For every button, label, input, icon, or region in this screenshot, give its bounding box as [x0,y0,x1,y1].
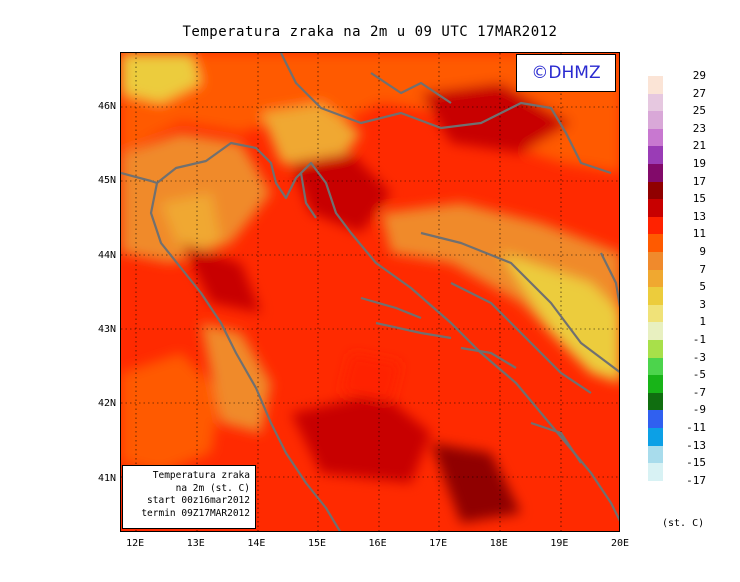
info-line-variable: Temperatura zraka [152,470,250,481]
lat-label: 42N [97,398,116,410]
legend-swatch [648,304,663,323]
legend-unit-label: (st. C) [662,518,705,529]
lat-label: 44N [97,249,116,261]
legend-label: 23 [692,121,706,135]
legend-swatch [648,93,663,112]
legend-label: 17 [692,174,706,188]
legend-swatch [648,357,663,376]
lon-label: 18E [489,538,508,549]
legend-label: 11 [692,227,706,241]
legend-label: 21 [692,139,706,153]
legend-swatch [648,322,663,340]
legend-swatch [648,340,663,358]
legend-label: 13 [692,209,706,223]
lat-label: 43N [97,324,116,336]
legend-label: -1 [692,333,706,346]
lon-label: 12E [126,538,145,549]
legend-label: 7 [699,262,706,276]
legend-swatch [648,410,663,428]
legend-label: 19 [692,157,706,170]
info-box: Temperatura zraka na 2m (st. C) start 00… [122,465,256,529]
legend-swatch [648,269,663,288]
legend-swatch [648,392,663,411]
legend-label: -9 [692,403,706,417]
legend-label: 9 [699,245,706,258]
lon-label: 15E [307,538,326,549]
temperature-field [121,53,619,531]
legend-swatch [648,375,663,393]
legend-label: 3 [699,297,706,311]
legend-swatch [648,199,663,217]
lat-label: 41N [97,472,116,484]
lon-label: 17E [429,538,448,549]
legend-swatch [648,76,663,94]
legend-label: -3 [692,350,706,364]
legend-swatch [648,181,663,200]
legend-label: 5 [699,280,706,294]
legend-swatch [648,428,663,446]
map-title: Temperatura zraka na 2m u 09 UTC 17MAR20… [182,24,558,40]
lon-label: 13E [186,538,205,549]
legend-label: -15 [686,456,706,470]
temperature-map [120,52,620,532]
legend-swatch [648,146,663,164]
lat-label: 45N [97,175,116,187]
legend-swatch [648,463,663,481]
legend-label: 15 [692,192,706,206]
copyright-label: ©DHMZ [516,54,616,92]
coastline [121,53,619,531]
legend-label: -7 [692,385,706,399]
legend-swatch [648,480,663,499]
legend-label: 29 [692,69,706,82]
lon-label: 19E [550,538,569,549]
info-line-unit: na 2m (st. C) [175,482,250,494]
legend-swatch [648,216,663,235]
legend-label: -11 [686,421,706,434]
legend-label: 1 [699,315,706,329]
info-line-start: start 00z16mar2012 [147,495,250,507]
legend-swatch [648,111,663,129]
legend-label: -5 [692,368,706,382]
legend-label: 27 [692,86,706,100]
lon-label: 14E [247,538,266,549]
legend-swatch [648,252,663,270]
legend-swatch [648,234,663,252]
legend-label: 25 [692,104,706,118]
lon-label: 16E [368,538,387,549]
lat-lon-grid [121,53,619,531]
info-line-termin: termin 09Z17MAR2012 [141,507,250,519]
lat-label: 46N [97,100,116,112]
legend-label: -13 [686,438,706,452]
legend-swatch [648,128,663,147]
legend-swatch [648,445,663,464]
legend-swatch [648,287,663,305]
legend-swatch [648,164,663,182]
lon-label: 20E [610,538,630,549]
legend-label: -17 [686,473,706,487]
